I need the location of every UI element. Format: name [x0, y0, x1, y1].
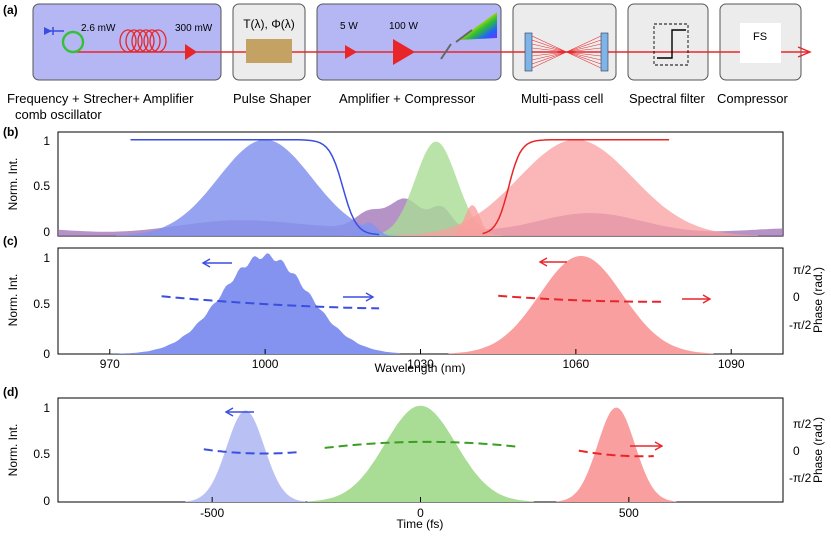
panel-c-y2tick-mpi2: -π/2 [789, 318, 812, 332]
panel-c-ytick-0: 0 [43, 347, 50, 361]
panel-d-ytick-0.5: 0.5 [33, 447, 50, 461]
stage-label-multipass-cell: Multi-pass cell [521, 91, 603, 106]
blue-band-area [116, 139, 415, 236]
red-pulse-area [556, 407, 677, 502]
panel-label-b: (b) [3, 125, 18, 139]
shaper-element-icon [246, 39, 292, 63]
panel-b: (b) Norm. Int. 1 0.5 0 [3, 125, 784, 239]
panel-c: (c) Norm. Int. 1 0.5 0 π/2 0 -π/2 Phase … [3, 234, 825, 375]
red-spectrum-area [448, 255, 714, 354]
amplifier-triangle-icon [185, 44, 197, 60]
panel-d-ylabel: Norm. Int. [6, 424, 20, 477]
blue-filter-edge-line [130, 138, 380, 236]
panel-c-y2tick-pi2: π/2 [793, 263, 812, 277]
red-phase-arrow-head [702, 294, 712, 304]
panel-c-plot: 970 1000 1030 1060 1090 [100, 253, 745, 371]
red-band-area [393, 139, 759, 236]
oscillator-power: 2.6 mW [81, 23, 116, 34]
red-intensity-arrow-head [538, 257, 548, 267]
panel-d-xtick--500: -500 [200, 506, 224, 520]
oscillator-diode-icon [44, 27, 52, 35]
mpc-mirror-left [524, 32, 533, 72]
shaper-symbol: T(λ), Φ(λ) [243, 17, 295, 31]
stage-label-amplifier-compressor: Amplifier + Compressor [339, 91, 476, 106]
amplifier-compressor-box [316, 3, 502, 81]
panel-label-a: (a) [3, 3, 18, 17]
amp-power-out: 100 W [389, 21, 418, 32]
blue-spectrum-area [109, 253, 400, 354]
panel-c-y2label: Phase (rad.) [811, 267, 825, 333]
panel-a-setup: (a) 2.6 mW 300 mW T(λ), Φ(λ) [3, 3, 812, 122]
panel-d-y2label: Phase (rad.) [811, 417, 825, 483]
stage-label-compressor: Compressor [717, 91, 788, 106]
blue-pulse-phase-line [203, 448, 300, 455]
oscillator-stretcher-box [32, 3, 222, 81]
panel-label-c: (c) [3, 234, 18, 248]
panel-d-plot: -500 0 500 [185, 405, 677, 520]
grating-2-icon [455, 29, 473, 43]
grating-icon [440, 43, 452, 60]
red-pulse-arrow-head [654, 441, 664, 451]
stage-label-spectral-filter: Spectral filter [629, 91, 706, 106]
filter-outline-icon [653, 23, 689, 66]
panel-d: (d) Norm. Int. 1 0.5 0 π/2 0 -π/2 Phase … [3, 385, 825, 531]
panel-c-xtick-1030: 1030 [407, 357, 434, 371]
blue-pulse-area [185, 410, 306, 502]
blue-side-peak-area [342, 222, 396, 236]
oscillator-ring-icon [61, 30, 85, 54]
panel-d-ytick-1: 1 [43, 401, 50, 415]
panel-b-ytick-0: 0 [43, 225, 50, 239]
panel-c-y2tick-0: 0 [793, 290, 800, 304]
panel-label-d: (d) [3, 385, 18, 399]
mpc-beam-pattern [531, 35, 602, 69]
panel-c-frame [57, 247, 784, 355]
fs-label: FS [753, 31, 767, 43]
spectral-filter-box [627, 3, 709, 81]
red-pulse-phase-line [578, 449, 654, 458]
stage-label-frequency-strecher-amplifier: Frequency + Strecher+ Amplifier [7, 91, 194, 106]
panel-c-xtick-1090: 1090 [718, 357, 745, 371]
panel-d-y2tick-0: 0 [793, 444, 800, 458]
blue-phase-line [161, 295, 380, 310]
stage-label-comb-oscillator: comb oscillator [15, 107, 102, 122]
main-amp-triangle-icon [393, 39, 415, 65]
panel-c-ytick-0.5: 0.5 [33, 297, 50, 311]
panel-d-y2tick-pi2: π/2 [793, 417, 812, 431]
panel-c-xtick-970: 970 [100, 357, 120, 371]
blue-phase-arrow-head [365, 292, 375, 302]
panel-d-xlabel: Time (fs) [397, 517, 444, 531]
multipass-cell-box [512, 3, 617, 81]
panel-b-ytick-0.5: 0.5 [33, 179, 50, 193]
panel-c-xtick-1000: 1000 [252, 357, 279, 371]
beam-output-arrow [797, 46, 812, 58]
panel-c-ytick-1: 1 [43, 251, 50, 265]
fiber-coil-icon [119, 29, 167, 53]
red-filter-edge-line [482, 138, 670, 235]
mpc-mirror-right [600, 32, 609, 72]
panel-d-xtick-0: 0 [417, 506, 424, 520]
stretcher-power: 300 mW [175, 23, 213, 34]
panel-b-ylabel: Norm. Int. [6, 158, 20, 211]
panel-b-ytick-1: 1 [43, 134, 50, 148]
panel-d-y2tick-mpi2: -π/2 [789, 471, 812, 485]
green-pulse-area [307, 405, 534, 502]
panel-b-plot [58, 138, 783, 236]
panel-c-ylabel: Norm. Int. [6, 274, 20, 327]
blue-intensity-arrow-head [201, 258, 211, 268]
preamp-triangle-icon [345, 45, 357, 59]
green-pulse-phase-line [324, 440, 517, 449]
blue-pulse-arrow-head [224, 407, 234, 417]
panel-d-xtick-500: 500 [619, 506, 639, 520]
panel-c-xtick-1060: 1060 [563, 357, 590, 371]
amp-power-in: 5 W [340, 21, 358, 32]
filter-step-icon [657, 29, 686, 59]
panel-d-ytick-0: 0 [43, 494, 50, 508]
panel-c-xlabel: Wavelength (nm) [375, 361, 466, 375]
red-side-peak-area [447, 205, 498, 236]
fs-block-icon [740, 23, 781, 63]
stage-label-pulse-shaper: Pulse Shaper [233, 91, 312, 106]
